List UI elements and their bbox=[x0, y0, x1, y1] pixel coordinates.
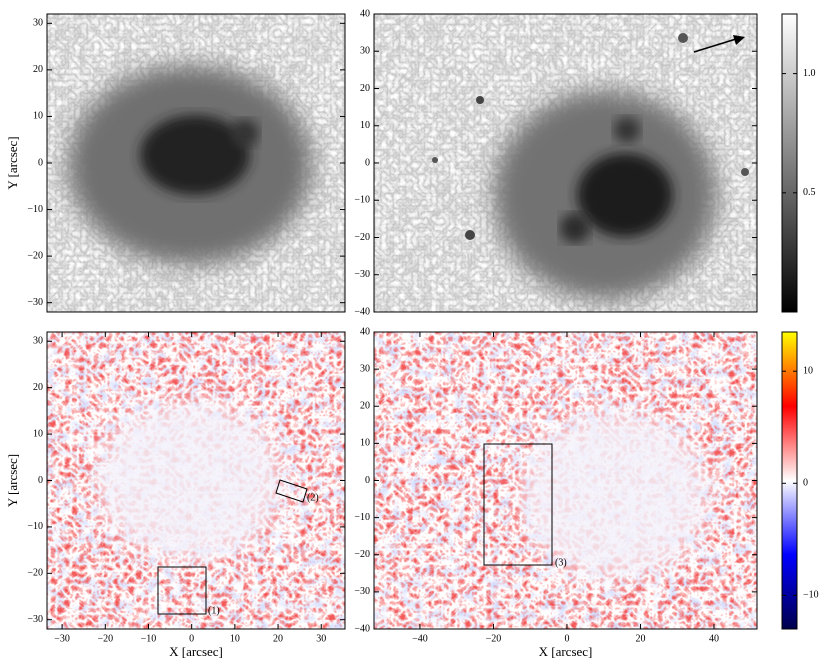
x-tick-label: 0 bbox=[564, 633, 569, 644]
y-tick-label: −10 bbox=[354, 195, 370, 206]
y-tick-label: 0 bbox=[38, 157, 43, 168]
colorbar-tick-label: 0.5 bbox=[803, 187, 816, 198]
y-tick-label: 30 bbox=[33, 336, 43, 347]
intensity-image bbox=[374, 14, 757, 312]
x-axis-label: X [arcsec] bbox=[169, 644, 223, 659]
colorbar-tick-label: 10 bbox=[803, 366, 813, 377]
y-tick-label: 10 bbox=[33, 111, 43, 122]
y-tick-label: 30 bbox=[360, 363, 370, 374]
x-axis-label: X [arcsec] bbox=[539, 644, 593, 659]
y-tick-label: −40 bbox=[354, 623, 370, 634]
colorbar-tick-label: −10 bbox=[803, 590, 819, 601]
annotation: (1) bbox=[208, 605, 220, 616]
y-tick-label: 20 bbox=[33, 64, 43, 75]
colorbar bbox=[781, 13, 798, 313]
annotation: (3) bbox=[555, 557, 567, 568]
y-tick-label: −30 bbox=[27, 297, 43, 308]
y-tick-label: 30 bbox=[33, 18, 43, 29]
x-tick-label: −40 bbox=[412, 633, 428, 644]
intensity-image bbox=[47, 14, 345, 312]
y-tick-label: −10 bbox=[354, 512, 370, 523]
y-tick-label: 0 bbox=[365, 157, 370, 168]
y-tick-label: −30 bbox=[354, 269, 370, 280]
x-tick-label: 20 bbox=[635, 633, 645, 644]
y-tick-label: 30 bbox=[360, 46, 370, 57]
y-tick-label: −30 bbox=[354, 586, 370, 597]
x-tick-label: 30 bbox=[316, 633, 326, 644]
y-tick-label: 20 bbox=[360, 83, 370, 94]
x-tick-label: −30 bbox=[54, 633, 70, 644]
colorbar-tick-label: 1.0 bbox=[803, 68, 816, 79]
x-tick-label: 40 bbox=[709, 633, 719, 644]
y-tick-label: 0 bbox=[365, 475, 370, 486]
y-tick-label: −10 bbox=[27, 521, 43, 532]
y-tick-label: −30 bbox=[27, 614, 43, 625]
y-tick-label: −20 bbox=[354, 549, 370, 560]
y-tick-label: −20 bbox=[27, 250, 43, 261]
y-tick-label: −20 bbox=[27, 568, 43, 579]
y-tick-label: 10 bbox=[360, 120, 370, 131]
y-tick-label: 20 bbox=[360, 401, 370, 412]
x-tick-label: 0 bbox=[189, 633, 194, 644]
difference-image bbox=[47, 332, 345, 629]
y-tick-label: 40 bbox=[360, 326, 370, 337]
annotation: (2) bbox=[307, 492, 319, 503]
colorbar bbox=[781, 331, 798, 630]
y-tick-label: 10 bbox=[33, 428, 43, 439]
y-tick-label: −10 bbox=[27, 204, 43, 215]
colorbar-tick-label: 0 bbox=[803, 478, 808, 489]
y-axis-label: Y [arcsec] bbox=[5, 136, 20, 189]
x-tick-label: 10 bbox=[230, 633, 240, 644]
x-tick-label: −10 bbox=[141, 633, 157, 644]
x-tick-label: 20 bbox=[273, 633, 283, 644]
y-axis-label: Y [arcsec] bbox=[5, 454, 20, 507]
y-tick-label: 20 bbox=[33, 382, 43, 393]
x-tick-label: −20 bbox=[486, 633, 502, 644]
y-tick-label: 0 bbox=[38, 475, 43, 486]
difference-image bbox=[374, 332, 757, 629]
x-tick-label: −20 bbox=[97, 633, 113, 644]
y-tick-label: −40 bbox=[354, 306, 370, 317]
y-tick-label: 10 bbox=[360, 438, 370, 449]
y-tick-label: 40 bbox=[360, 8, 370, 19]
y-tick-label: −20 bbox=[354, 232, 370, 243]
